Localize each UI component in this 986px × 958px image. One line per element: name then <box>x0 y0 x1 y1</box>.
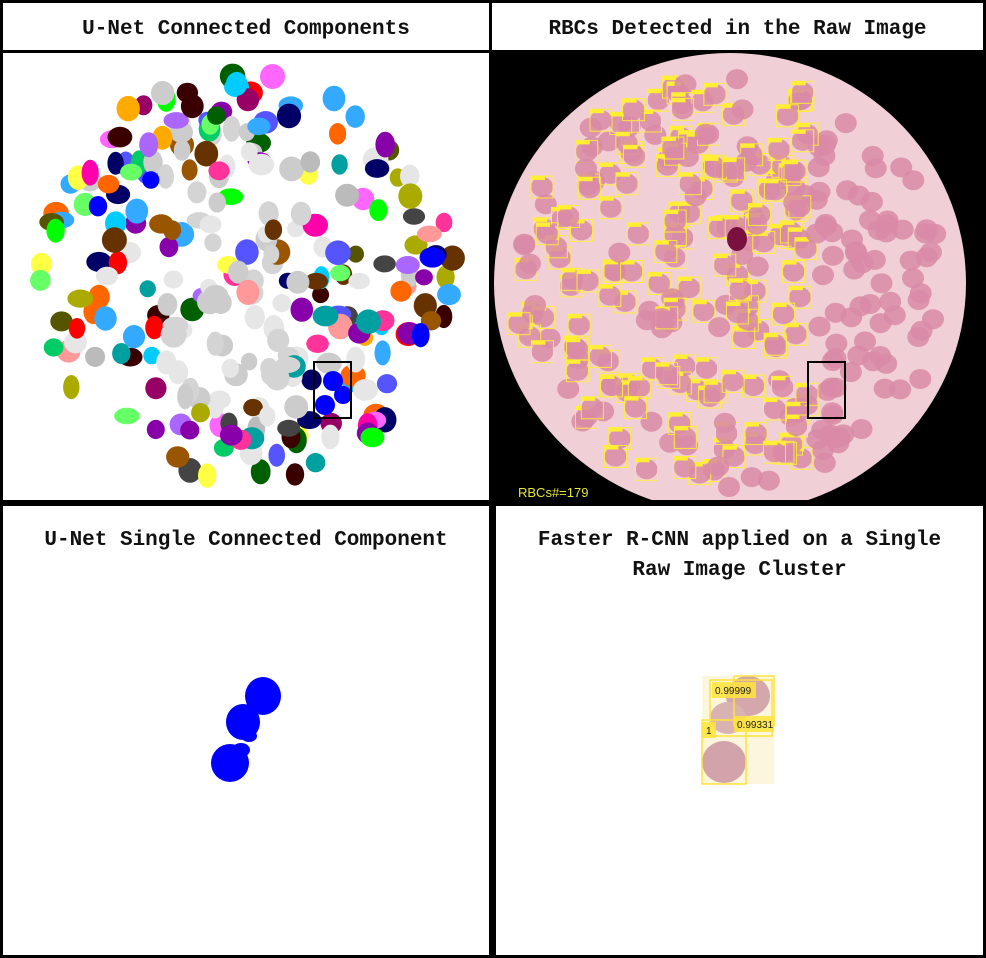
single-component-panel: U-Net Single Connected Component <box>3 506 489 955</box>
faster-rcnn-title-line1: Faster R-CNN applied on a Single <box>537 529 942 552</box>
rbc-detected-title: RBCs Detected in the Raw Image <box>548 18 927 41</box>
raw-smear-image <box>494 53 966 500</box>
score-label-1: 0.99999 <box>715 686 752 697</box>
cluster-detection-image: 0.99999 0.99331 1 <box>701 675 775 785</box>
unet-components-panel <box>3 53 489 500</box>
unet-components-image <box>30 63 465 488</box>
score-label-3: 1 <box>706 726 712 737</box>
title-bar-right: RBCs Detected in the Raw Image <box>492 3 983 50</box>
raw-image-panel: RBCs#=179 <box>492 53 983 500</box>
faster-rcnn-panel: Faster R-CNN applied on a Single Raw Ima… <box>496 506 983 955</box>
unet-components-title: U-Net Connected Components <box>82 18 410 41</box>
rbc-count-label: RBCs#=179 <box>518 485 589 500</box>
title-bar-left: U-Net Connected Components <box>3 3 489 50</box>
score-label-2: 0.99331 <box>737 720 774 731</box>
faster-rcnn-title-line2: Raw Image Cluster <box>632 559 847 582</box>
single-component-image <box>211 677 281 782</box>
single-component-title: U-Net Single Connected Component <box>44 529 448 552</box>
